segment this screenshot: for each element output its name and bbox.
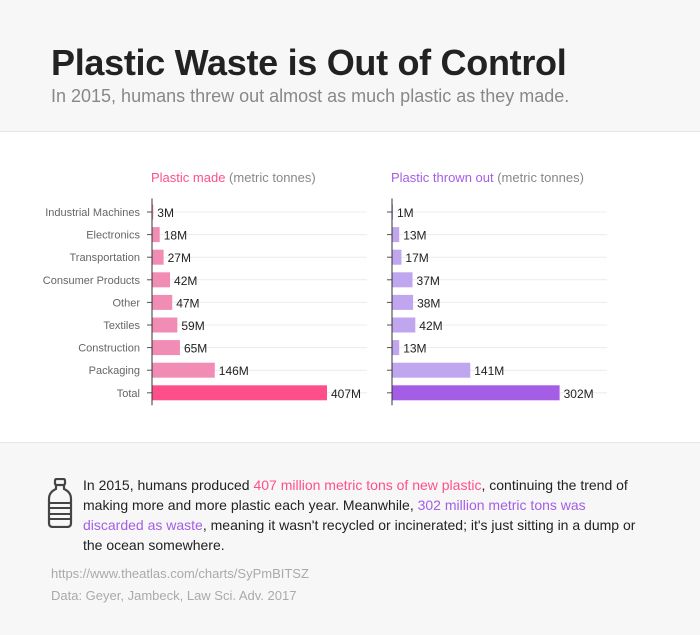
- bar-value-label: 65M: [184, 342, 207, 356]
- summary-highlight-thrown: 302 million metric tons was discarded as…: [83, 497, 586, 533]
- category-label: Construction: [78, 343, 140, 355]
- summary-part-2: , continuing the trend of making more an…: [83, 477, 628, 513]
- bar-value-label: 37M: [417, 274, 440, 288]
- bar: [152, 249, 164, 265]
- bar-value-label: 47M: [176, 296, 199, 310]
- chart-title-unit: (metric tonnes): [225, 170, 315, 185]
- chart-title-highlight: Plastic made: [151, 170, 225, 185]
- summary-highlight-made: 407 million metric tons of new plastic: [253, 477, 482, 493]
- bar-value-label: 1M: [397, 206, 414, 220]
- bar: [152, 294, 173, 310]
- bar: [392, 272, 413, 288]
- bar: [152, 385, 328, 401]
- bar-value-label: 38M: [417, 296, 440, 310]
- bar: [152, 362, 215, 378]
- bar: [152, 340, 180, 356]
- summary-part-1: In 2015, humans produced: [83, 477, 254, 493]
- category-label: Consumer Products: [43, 275, 141, 287]
- bar: [392, 340, 400, 356]
- bar-value-label: 302M: [564, 387, 594, 401]
- chart-title-highlight: Plastic thrown out: [391, 170, 494, 185]
- page-title: Plastic Waste is Out of Control: [51, 42, 567, 83]
- bar-value-label: 3M: [157, 206, 174, 220]
- category-label: Electronics: [86, 230, 140, 242]
- bar-value-label: 13M: [403, 342, 426, 356]
- bar: [392, 227, 400, 243]
- category-label: Transportation: [69, 252, 140, 264]
- bar-value-label: 42M: [174, 274, 197, 288]
- category-label: Other: [112, 297, 140, 309]
- chart-title-unit: (metric tonnes): [494, 170, 584, 185]
- bar-value-label: 27M: [168, 251, 191, 265]
- category-label: Packaging: [89, 365, 140, 377]
- bar-value-label: 17M: [405, 251, 428, 265]
- bar: [392, 362, 471, 378]
- bar: [152, 272, 171, 288]
- category-label: Textiles: [103, 320, 140, 332]
- bar-charts: Plastic made (metric tonnes) 3M 18M 27M 42M 4…: [43, 170, 607, 406]
- chart-title: Plastic made (metric tonnes): [151, 170, 316, 185]
- bar-value-label: 141M: [474, 364, 504, 378]
- page-subtitle: In 2015, humans threw out almost as much…: [51, 86, 570, 106]
- category-label: Total: [117, 388, 140, 400]
- header: Plastic Waste is Out of Control In 2015,…: [0, 0, 700, 130]
- bar: [392, 317, 416, 333]
- bar: [392, 294, 414, 310]
- bar: [392, 249, 402, 265]
- category-label: Industrial Machines: [45, 207, 140, 219]
- bar: [152, 317, 178, 333]
- bar-value-label: 146M: [219, 364, 249, 378]
- summary-text: In 2015, humans produced 407 million met…: [83, 475, 643, 555]
- bar-value-label: 13M: [403, 229, 426, 243]
- bottle-icon: [47, 478, 73, 528]
- bar-value-label: 407M: [331, 387, 361, 401]
- source-url[interactable]: https://www.theatlas.com/charts/SyPmBITS…: [51, 566, 309, 581]
- bar: [392, 385, 560, 401]
- bar-value-label: 59M: [181, 319, 204, 333]
- bar-value-label: 18M: [164, 229, 187, 243]
- chart-title: Plastic thrown out (metric tonnes): [391, 170, 584, 185]
- bar: [152, 227, 160, 243]
- chart-area: Plastic made (metric tonnes) 3M 18M 27M 42M 4…: [0, 131, 700, 443]
- bar: [152, 204, 154, 220]
- summary-part-3: , meaning it wasn't recycled or incinera…: [83, 517, 636, 553]
- source-citation: Data: Geyer, Jambeck, Law Sci. Adv. 2017: [51, 588, 297, 603]
- bar-value-label: 42M: [419, 319, 442, 333]
